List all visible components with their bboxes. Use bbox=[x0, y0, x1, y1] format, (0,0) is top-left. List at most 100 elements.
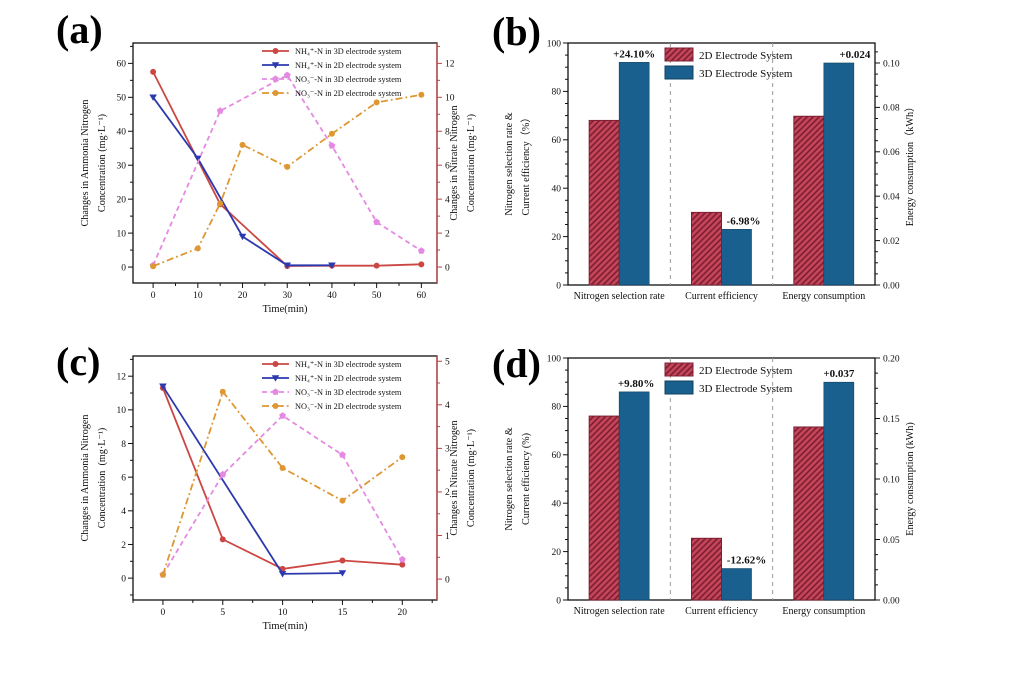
legend-label: NO₃⁻-N in 2D electrode system bbox=[295, 402, 402, 411]
category-label: Energy consumption bbox=[782, 291, 865, 302]
annotation-nitrogen-selection-rate: +9.80% bbox=[618, 378, 655, 390]
no-n-in-2d-electrode-system-marker bbox=[217, 200, 224, 207]
left-y-tick-label: 20 bbox=[117, 195, 127, 205]
nh-n-in-3d-electrode-system-marker bbox=[339, 557, 346, 564]
no-n-in-3d-electrode-system-marker bbox=[279, 412, 286, 419]
left-axis-title: Current efficiency (%) bbox=[521, 433, 532, 525]
no-n-in-3d-electrode-system-marker bbox=[283, 71, 291, 79]
no-n-in-3d-electrode-system-line bbox=[152, 74, 422, 266]
right-axis-title: Concentration (mg·L⁻¹) bbox=[466, 429, 477, 527]
nh-n-in-3d-electrode-system-marker bbox=[219, 536, 226, 543]
legend-marker-sample bbox=[272, 403, 279, 409]
left-axis-title: Nitrogen selection rate & bbox=[504, 427, 515, 530]
left-y-tick-label: 10 bbox=[117, 229, 127, 239]
bar-2d-hatch-overlay bbox=[691, 212, 722, 285]
panel-label-b: (b) bbox=[492, 9, 541, 54]
x-tick-label: 30 bbox=[282, 291, 292, 301]
nh-n-in-2d-electrode-system-marker bbox=[328, 262, 336, 269]
legend-label: NO₃⁻-N in 3D electrode system bbox=[295, 388, 402, 397]
nh-n-in-3d-electrode-system-marker bbox=[399, 561, 406, 568]
legend-label: NO₃⁻-N in 3D electrode system bbox=[295, 75, 402, 84]
no-n-in-2d-electrode-system-marker bbox=[239, 141, 246, 148]
left-axis-title: Current efficiency（%） bbox=[520, 112, 532, 215]
nh-n-in-2d-electrode-system-marker bbox=[159, 383, 167, 390]
legend-label: NH₄⁺-N in 3D electrode system bbox=[295, 47, 402, 56]
legend-label: 2D Electrode System bbox=[699, 50, 793, 62]
nh-n-in-2d-electrode-system-marker bbox=[238, 233, 247, 241]
right-y-tick-label: 0 bbox=[445, 263, 450, 273]
legend-marker-sample bbox=[272, 48, 279, 54]
nh-n-in-2d-electrode-system-marker bbox=[194, 155, 202, 163]
nh-n-in-3d-electrode-system-marker bbox=[373, 262, 380, 269]
right-axis-title: Changes in Nitrate Nitrogen bbox=[449, 105, 460, 220]
x-tick-label: 40 bbox=[327, 291, 337, 301]
right-y-tick-label: 0.02 bbox=[883, 237, 900, 247]
nh-n-in-2d-electrode-system-marker bbox=[338, 570, 347, 577]
x-tick-label: 60 bbox=[417, 291, 427, 301]
left-y-tick-label: 10 bbox=[117, 406, 127, 416]
x-tick-label: 50 bbox=[372, 291, 382, 301]
left-y-tick-label: 100 bbox=[547, 39, 562, 49]
legend-label: NO₃⁻-N in 2D electrode system bbox=[295, 89, 402, 98]
nh-n-in-2d-electrode-system-line bbox=[162, 385, 343, 575]
left-y-tick-label: 40 bbox=[117, 128, 127, 138]
bar-2d-hatch-overlay bbox=[691, 538, 722, 600]
no-n-in-3d-electrode-system-marker bbox=[398, 555, 406, 563]
left-y-tick-label: 80 bbox=[552, 403, 562, 413]
right-y-tick-label: 0.10 bbox=[883, 59, 900, 69]
left-y-tick-label: 30 bbox=[117, 162, 127, 172]
right-y-tick-label: 5 bbox=[445, 358, 450, 368]
left-y-tick-label: 20 bbox=[552, 233, 562, 243]
right-y-tick-label: 0.05 bbox=[883, 536, 900, 546]
no-n-in-2d-electrode-system-line bbox=[162, 389, 403, 575]
no-n-in-3d-electrode-system-line bbox=[162, 414, 404, 576]
right-y-tick-label: 2 bbox=[445, 229, 450, 239]
right-y-tick-label: 0.08 bbox=[883, 104, 900, 114]
bar-3d-current-efficiency bbox=[721, 229, 752, 286]
legend-marker-sample bbox=[271, 62, 280, 69]
bar-2d-hatch-overlay bbox=[793, 116, 824, 285]
legend-marker-sample bbox=[272, 75, 279, 82]
left-y-tick-label: 60 bbox=[117, 60, 127, 70]
panel-b-2d-3d-comparison-bar-chart: 0 20 40 60 80 100 0.00 0.02 0.04 0.06 0.08 0.10 Nitr… bbox=[504, 39, 916, 302]
category-label: Current efficiency bbox=[685, 606, 758, 617]
right-y-tick-label: 0.04 bbox=[883, 192, 900, 202]
no-n-in-3d-electrode-system-marker bbox=[373, 218, 381, 225]
panel-label-c: (c) bbox=[56, 339, 101, 384]
x-axis-title: Time(min) bbox=[262, 621, 308, 632]
x-tick-label: 0 bbox=[161, 608, 166, 618]
left-y-tick-label: 0 bbox=[121, 263, 126, 273]
bar-3d-current-efficiency bbox=[721, 568, 752, 601]
no-n-in-2d-electrode-system-marker bbox=[339, 497, 346, 504]
nh-n-in-2d-electrode-system-marker bbox=[278, 571, 287, 578]
nh-n-in-2d-electrode-system-line bbox=[152, 96, 332, 267]
right-y-tick-label: 0 bbox=[445, 575, 450, 585]
left-y-tick-label: 60 bbox=[552, 136, 562, 146]
bar-3d-energy-consumption bbox=[823, 381, 855, 601]
left-axis-title: Concentration (mg·L⁻¹) bbox=[97, 428, 108, 529]
no-n-in-3d-electrode-system-marker bbox=[219, 470, 227, 478]
legend-swatch-hatch bbox=[665, 48, 693, 61]
legend-swatch-hatch bbox=[665, 363, 693, 376]
left-y-tick-label: 8 bbox=[121, 440, 126, 450]
right-y-tick-label: 3 bbox=[445, 445, 450, 455]
left-y-tick-label: 80 bbox=[552, 88, 562, 98]
left-y-tick-label: 40 bbox=[552, 185, 562, 195]
left-y-tick-label: 60 bbox=[552, 451, 562, 461]
right-y-tick-label: 0.15 bbox=[883, 415, 900, 425]
no-n-in-2d-electrode-system-marker bbox=[399, 454, 406, 461]
left-y-tick-label: 4 bbox=[121, 507, 126, 517]
x-tick-label: 5 bbox=[220, 608, 225, 618]
legend-marker-sample bbox=[272, 361, 279, 367]
right-y-tick-label: 0.00 bbox=[883, 596, 900, 606]
category-label: Nitrogen selection rate bbox=[574, 291, 666, 302]
right-y-tick-label: 10 bbox=[445, 94, 455, 104]
bar-3d-energy-consumption bbox=[823, 62, 855, 286]
left-y-tick-label: 40 bbox=[552, 500, 562, 510]
no-n-in-3d-electrode-system-marker bbox=[339, 451, 346, 458]
right-axis-title: Energy consumption（kWh） bbox=[904, 102, 916, 227]
right-y-tick-label: 2 bbox=[445, 488, 450, 498]
nh-n-in-3d-electrode-system-marker bbox=[418, 261, 425, 268]
legend-label: 3D Electrode System bbox=[699, 383, 793, 395]
left-y-tick-label: 12 bbox=[117, 372, 127, 382]
